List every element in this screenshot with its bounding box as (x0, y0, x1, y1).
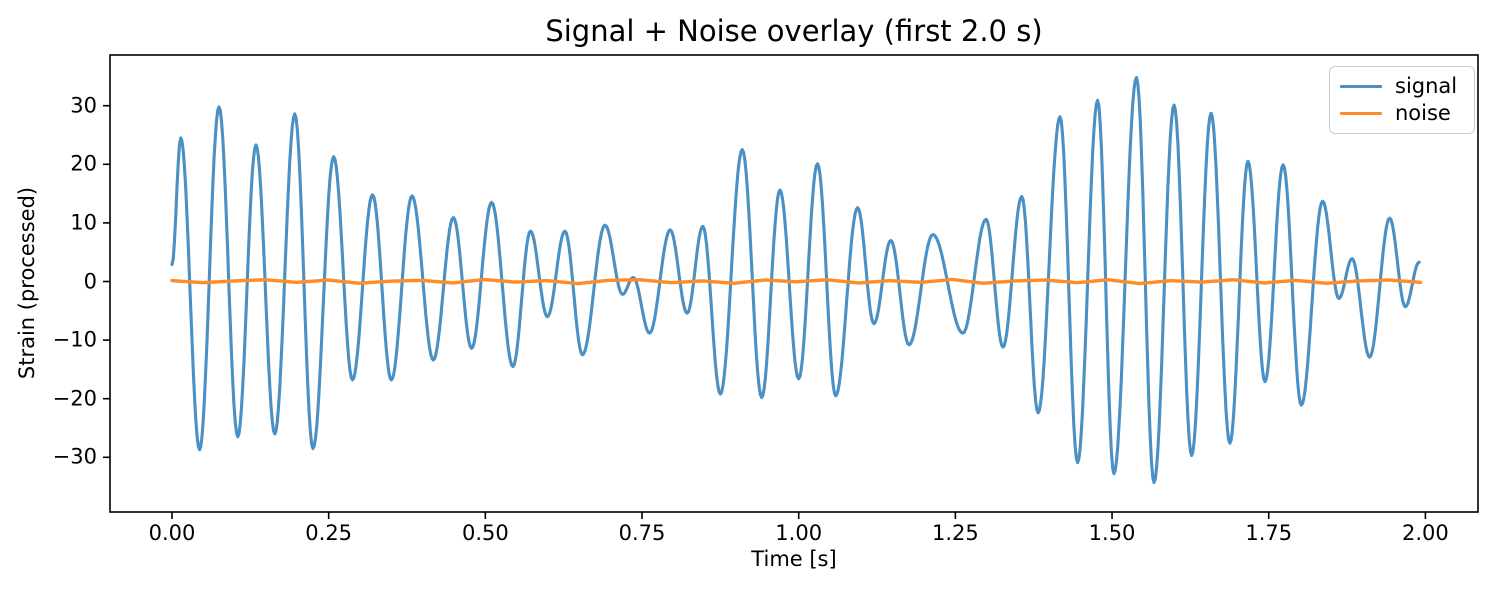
signal-line (170, 76, 1421, 485)
x-tick-label: 1.75 (1245, 521, 1293, 545)
x-tick-label: 0.00 (148, 521, 196, 545)
legend-label-signal: signal (1395, 73, 1458, 98)
y-tick-label: 10 (70, 210, 97, 235)
x-tick-label: 0.25 (305, 521, 353, 545)
chart-title: Signal + Noise overlay (first 2.0 s) (545, 14, 1043, 48)
x-tick-label: 2.00 (1402, 521, 1449, 545)
legend-swatch-signal (1340, 84, 1382, 88)
y-tick-label: −10 (52, 327, 97, 352)
legend-item-signal: signal (1340, 73, 1464, 98)
x-axis-label: Time [s] (751, 547, 837, 571)
y-tick-label: 0 (83, 268, 97, 293)
x-tick-label: 1.25 (931, 521, 979, 545)
x-tick-label: 0.75 (618, 521, 666, 545)
y-tick-label: 30 (70, 93, 97, 118)
y-tick-label: −20 (52, 386, 97, 411)
noise-line (170, 277, 1423, 286)
legend-label-noise: noise (1395, 101, 1451, 126)
legend: signal noise (1329, 66, 1475, 134)
legend-item-noise: noise (1340, 103, 1464, 124)
x-tick-label: 0.50 (461, 521, 509, 545)
x-tick-label: 1.00 (775, 521, 823, 545)
y-tick-label: −30 (52, 444, 97, 469)
legend-swatch-noise (1340, 112, 1382, 116)
x-tick-label: 1.50 (1088, 521, 1136, 545)
axes-spines (109, 54, 1479, 513)
y-tick-label: 20 (70, 151, 97, 176)
plot-area (170, 76, 1423, 485)
